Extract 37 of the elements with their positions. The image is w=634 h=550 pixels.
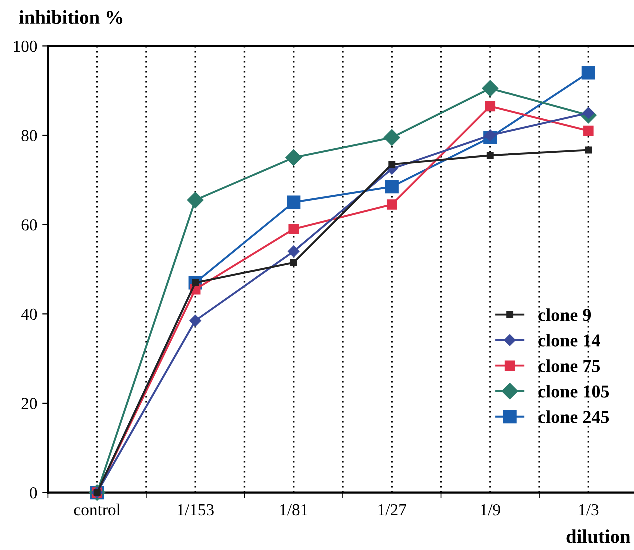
point xyxy=(385,180,399,194)
point xyxy=(288,246,300,258)
x-tick-label: control xyxy=(74,504,121,516)
point xyxy=(187,192,204,208)
point xyxy=(388,161,396,168)
y-tick-label: 20 xyxy=(22,398,38,410)
x-tick-label: 1/3 xyxy=(579,504,599,516)
point xyxy=(190,315,202,327)
point xyxy=(290,259,298,266)
point xyxy=(482,80,499,97)
y-tick-label: 100 xyxy=(14,40,38,52)
point xyxy=(286,150,302,166)
y-tick-label: 0 xyxy=(30,488,38,499)
y-tick-label: 40 xyxy=(21,308,38,320)
point xyxy=(386,200,398,210)
y-tick-label: 60 xyxy=(22,220,38,231)
legend-label: clone 9 xyxy=(538,308,592,322)
point xyxy=(486,152,494,160)
legend-label: clone 75 xyxy=(538,360,600,372)
point xyxy=(288,224,299,234)
point xyxy=(384,130,400,146)
x-tick-label: 1/153 xyxy=(178,504,214,516)
x-tick-label: 1/27 xyxy=(378,504,406,516)
point xyxy=(585,146,592,154)
legend-label: clone 14 xyxy=(538,334,600,347)
legend-label: clone 245 xyxy=(538,410,610,424)
point xyxy=(485,101,496,112)
point xyxy=(582,66,596,80)
y-tick-label: 80 xyxy=(22,130,38,142)
point xyxy=(584,126,594,136)
legend-label: clone 105 xyxy=(538,385,610,398)
x-tick-label: 1/9 xyxy=(481,504,500,516)
y-axis-title: inhibition % xyxy=(19,10,123,24)
x-axis-title: dilution xyxy=(566,530,631,544)
x-tick-label: 1/81 xyxy=(280,504,308,516)
point xyxy=(287,196,301,210)
point xyxy=(484,130,496,142)
